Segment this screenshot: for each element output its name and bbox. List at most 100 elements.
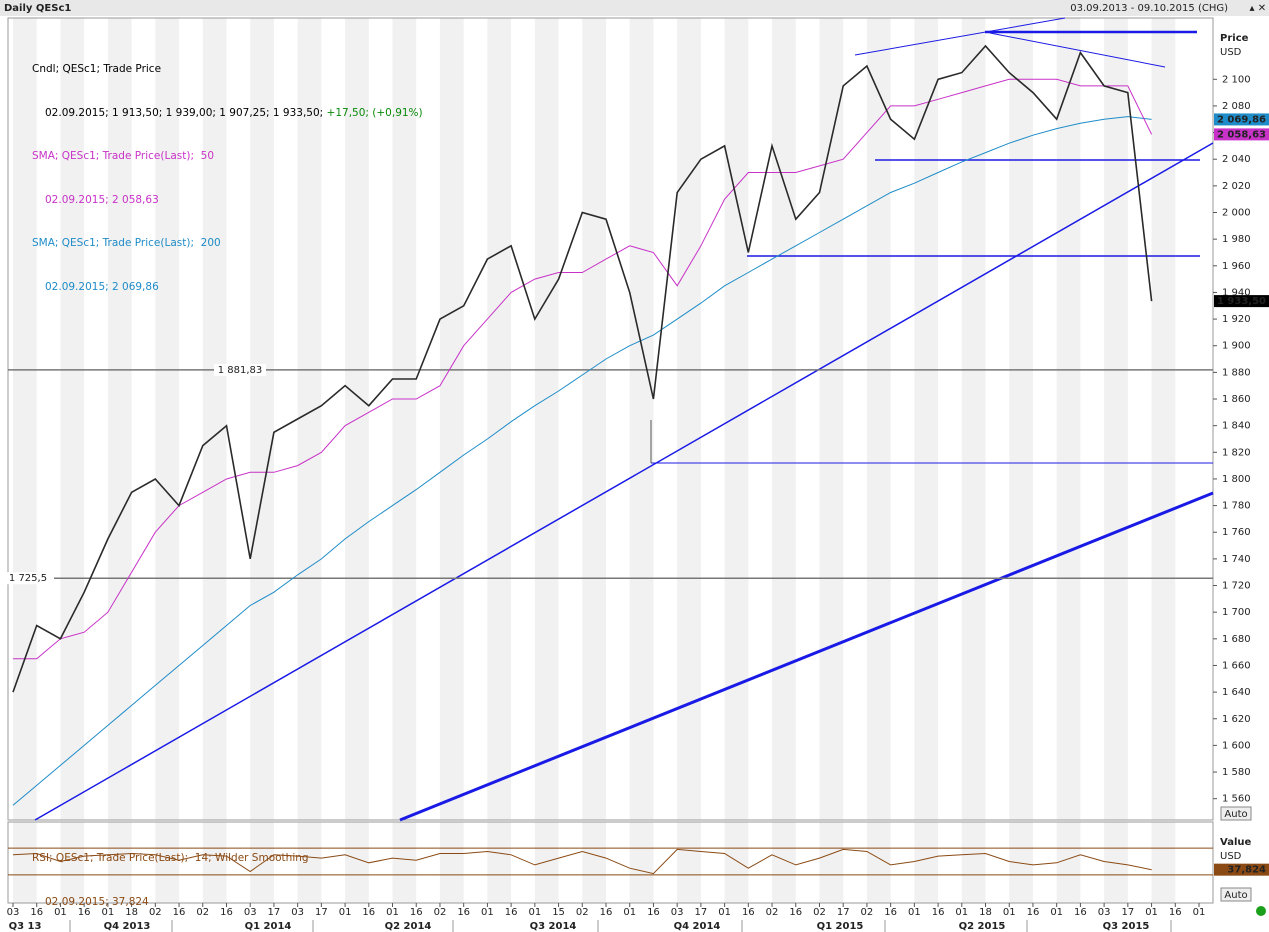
column-stripe: [629, 822, 654, 903]
x-tick-label: 16: [505, 907, 518, 918]
y-tick-label: 1 700: [1222, 607, 1251, 618]
axis-unit: USD: [1220, 851, 1242, 862]
y-tick-label: 2 020: [1222, 181, 1251, 192]
legend-name: Cndl; QESc1; Trade Price: [32, 63, 162, 75]
column-stripe: [1009, 18, 1033, 820]
x-tick-label: 15: [552, 907, 565, 918]
legend-entry: RSI; QESc1; Trade Price(Last); 14; Wilde…: [32, 852, 309, 864]
x-tick-label: 02: [149, 907, 162, 918]
column-stripe: [1009, 822, 1033, 903]
column-stripe: [345, 822, 369, 903]
legend-entry: Cndl; QESc1; Trade Price: [32, 62, 423, 77]
y-tick-label: 2 040: [1222, 154, 1251, 165]
column-stripe: [107, 18, 132, 820]
x-tick-label: 16: [742, 907, 755, 918]
trend-line: [399, 491, 1214, 822]
x-tick-label: 01: [339, 907, 352, 918]
price-tag-label: 2 058,63: [1217, 129, 1266, 140]
legend-name: SMA; QESc1; Trade Price(Last); 50: [32, 150, 215, 162]
column-stripe: [1056, 18, 1081, 820]
column-stripe: [866, 18, 891, 820]
rsi-legend: RSI; QESc1; Trade Price(Last); 14; Wilde…: [32, 822, 309, 924]
x-tick-label: 01: [955, 907, 968, 918]
column-stripe: [1104, 18, 1128, 820]
quarter-label: Q1 2014: [245, 921, 292, 932]
x-tick-label: 16: [30, 907, 43, 918]
y-tick-label: 1 680: [1222, 634, 1251, 645]
rsi-frame: [7, 821, 1214, 904]
price-tag: [1214, 113, 1269, 126]
x-tick-label: 17: [268, 907, 281, 918]
x-tick-label: 16: [1169, 907, 1182, 918]
line-label-bg: [2, 572, 54, 585]
x-tick-label: 16: [1074, 907, 1087, 918]
y-tick-label: 1 580: [1222, 767, 1251, 778]
x-tick-label: 16: [78, 907, 91, 918]
column-stripe: [60, 18, 85, 820]
y-tick-label: 1 980: [1222, 234, 1251, 245]
axis-title: Value: [1220, 837, 1251, 848]
x-tick-label: 16: [410, 907, 423, 918]
x-tick-label: 01: [1145, 907, 1158, 918]
auto-button[interactable]: [1220, 887, 1252, 902]
x-tick-label: 02: [196, 907, 209, 918]
quarter-label: Q4 2014: [674, 921, 721, 932]
column-stripe: [724, 822, 749, 903]
column-stripe: [629, 18, 654, 820]
y-tick-label: 1 880: [1222, 367, 1251, 378]
x-tick-label: 02: [861, 907, 874, 918]
column-stripe: [250, 822, 274, 903]
rsi-line: [12, 848, 1152, 875]
auto-button-label[interactable]: Auto: [1224, 809, 1247, 820]
quarter-label: Q2 2014: [385, 921, 432, 932]
y-tick-label: 1 920: [1222, 314, 1251, 325]
column-stripe: [13, 18, 37, 820]
x-tick-label: 16: [884, 907, 897, 918]
close-icon[interactable]: ✕: [1258, 3, 1266, 14]
legend-entry: SMA; QESc1; Trade Price(Last); 200: [32, 236, 423, 251]
x-tick-label: 16: [932, 907, 945, 918]
column-stripe: [392, 18, 417, 820]
column-stripe: [107, 822, 132, 903]
menu-icon[interactable]: ▴: [1249, 3, 1254, 14]
legend-values: 02.09.2015; 2 058,63: [45, 193, 159, 206]
price-tag: [1214, 295, 1269, 308]
x-tick-label: 16: [457, 907, 470, 918]
x-tick-label: 16: [789, 907, 802, 918]
column-stripe: [487, 18, 512, 820]
legend-entry: SMA; QESc1; Trade Price(Last); 50: [32, 149, 423, 164]
y-tick-label: 1 620: [1222, 714, 1251, 725]
column-stripe: [724, 18, 749, 820]
x-tick-label: 17: [1121, 907, 1134, 918]
line-label: 1 725,5: [9, 573, 47, 584]
x-tick-label: 17: [837, 907, 850, 918]
y-tick-label: 1 760: [1222, 527, 1251, 538]
column-stripe: [297, 822, 322, 903]
legend-values: 02.09.2015; 2 069,86: [45, 280, 159, 293]
price-tag: [1214, 863, 1269, 876]
axis-title: Price: [1220, 33, 1249, 44]
x-tick-label: 03: [671, 907, 684, 918]
quarter-label: Q1 2015: [817, 921, 864, 932]
header-bar: [0, 0, 1269, 16]
y-tick-label: 1 740: [1222, 554, 1251, 565]
x-tick-label: 16: [173, 907, 186, 918]
column-stripe: [582, 18, 606, 820]
auto-button[interactable]: [1220, 806, 1252, 821]
y-tick-label: 2 080: [1222, 101, 1251, 112]
y-tick-label: 1 560: [1222, 794, 1251, 805]
x-tick-label: 16: [220, 907, 233, 918]
trend-line: [989, 32, 1166, 68]
date-range: 03.09.2013 - 09.10.2015 (CHG): [1070, 3, 1228, 14]
trend-lines: [34, 17, 1214, 822]
column-stripe: [534, 822, 559, 903]
x-tick-label: 17: [315, 907, 328, 918]
column-stripe: [772, 18, 796, 820]
price-legend: Cndl; QESc1; Trade Price 02.09.2015; 1 9…: [32, 33, 423, 309]
column-stripe: [677, 822, 701, 903]
x-tick-label: 18: [979, 907, 992, 918]
y-tick-label: 1 660: [1222, 660, 1251, 671]
column-stripe: [13, 822, 37, 903]
auto-button-label[interactable]: Auto: [1224, 890, 1247, 901]
